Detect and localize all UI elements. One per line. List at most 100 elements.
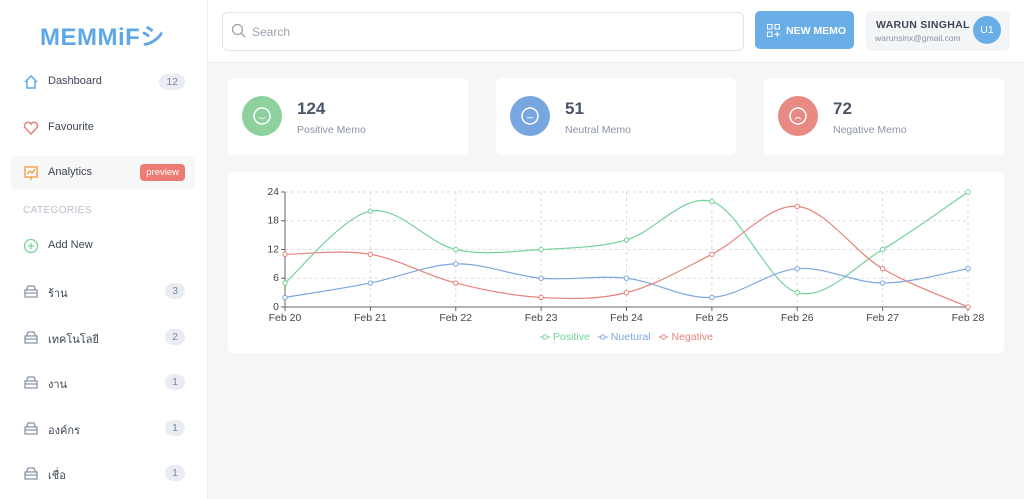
point: [623, 275, 630, 281]
legend-marker: [542, 334, 548, 340]
icon: [24, 421, 38, 435]
badge: 2: [165, 328, 185, 345]
icon: [24, 166, 38, 180]
y-tick-label: 0: [273, 301, 279, 313]
y-tick-label: 12: [267, 243, 279, 255]
nav-label: Analytics: [48, 166, 93, 178]
icon: [24, 376, 38, 389]
series-line: [284, 191, 969, 295]
icon-bg: [778, 96, 818, 136]
point: [709, 198, 715, 205]
point: [538, 294, 544, 301]
point: [538, 275, 544, 281]
icon-shape: [24, 467, 38, 480]
user-email: warunsinx@gmail.com: [875, 33, 961, 43]
category-item[interactable]: ร้าน 3: [11, 274, 195, 308]
category-label: งาน: [48, 379, 68, 391]
legend-label: Negative: [672, 331, 714, 343]
point: [453, 261, 459, 267]
icon-shape: [24, 376, 38, 389]
point: [794, 203, 800, 210]
point: [879, 246, 886, 253]
x-tick-label: Feb 21: [354, 312, 387, 324]
user-name: WARUN SINGHAL: [876, 19, 970, 31]
icon: [24, 285, 38, 298]
legend-item: Positive: [540, 331, 590, 343]
user-box[interactable]: WARUN SINGHAL warunsinx@gmail.com U1: [866, 11, 1010, 51]
search-box[interactable]: Search: [222, 12, 744, 51]
new-memo-button[interactable]: NEW MEMO: [755, 11, 854, 49]
stat-label: Neutral Memo: [565, 124, 631, 136]
point: [282, 251, 288, 257]
icon: [23, 121, 39, 136]
stat-label: Negative Memo: [833, 124, 907, 136]
face-mouth: [794, 117, 802, 120]
section-title: CATEGORIES: [23, 205, 92, 216]
icon: [767, 24, 780, 37]
point: [965, 304, 971, 310]
x-tick-label: Feb 28: [952, 312, 985, 324]
sidebar: MEMMiFシ Dashboard 12 Favourite Analytics…: [0, 0, 208, 499]
y-tick-label: 24: [267, 186, 279, 198]
category-item[interactable]: เชื่อ 1: [11, 456, 195, 490]
avatar: U1: [973, 16, 1001, 44]
face-ring: [521, 107, 539, 125]
category-item[interactable]: งาน 1: [11, 365, 195, 399]
y-tick-label: 18: [267, 215, 279, 227]
icon: [24, 330, 38, 344]
point: [623, 237, 630, 243]
category-item[interactable]: เทคโนโลยี 2: [11, 320, 195, 354]
point: [367, 208, 374, 214]
face: [521, 107, 539, 125]
badge: 1: [165, 419, 185, 436]
point: [623, 289, 630, 296]
category-item[interactable]: องค์กร 1: [11, 411, 195, 445]
legend-marker: [660, 334, 667, 340]
point: [282, 280, 288, 286]
x-tick-label: Feb 23: [525, 312, 558, 324]
icon-shape: [24, 421, 38, 435]
nav-item[interactable]: Dashboard 12: [11, 65, 195, 99]
icon: [24, 467, 38, 480]
search-icon: [231, 23, 246, 38]
point: [965, 189, 971, 195]
nav-label: Dashboard: [48, 75, 102, 87]
stat-card: 124 Positive Memo: [228, 78, 468, 155]
badge: 3: [165, 283, 185, 299]
icon: [23, 238, 39, 254]
point: [879, 265, 886, 272]
badge: 1: [165, 465, 185, 481]
point: [453, 246, 459, 253]
face-ring: [789, 107, 807, 125]
point: [538, 246, 544, 253]
search-placeholder: Search: [252, 25, 291, 39]
stat-value: 124: [297, 99, 326, 118]
stat-card: 51 Neutral Memo: [496, 78, 736, 155]
point: [367, 251, 374, 257]
button-label: NEW MEMO: [786, 25, 847, 37]
x-tick-label: Feb 25: [696, 312, 729, 324]
legend-item: Nuetural: [597, 331, 651, 343]
icon-shape: [24, 285, 38, 298]
icon-shape: [24, 330, 38, 344]
point: [282, 294, 288, 301]
logo[interactable]: MEMMiFシ: [40, 24, 165, 51]
face-ring: [253, 107, 271, 125]
y-tick-label: 6: [273, 272, 279, 284]
add-category[interactable]: Add New: [11, 229, 195, 263]
point: [879, 280, 886, 286]
stat-card: 72 Negative Memo: [764, 78, 1004, 155]
nav-label: Favourite: [48, 121, 94, 133]
point: [794, 289, 800, 296]
stat-icon: [778, 96, 818, 136]
icon: [24, 74, 38, 89]
face: [789, 107, 807, 125]
stat-label: Positive Memo: [297, 124, 366, 136]
category-label: ร้าน: [48, 288, 68, 300]
nav-item[interactable]: Analytics preview: [11, 156, 195, 190]
legend-marker: [600, 334, 606, 340]
badge: 12: [159, 74, 185, 90]
nav-item[interactable]: Favourite: [11, 111, 195, 145]
x-tick-label: Feb 27: [866, 312, 899, 324]
